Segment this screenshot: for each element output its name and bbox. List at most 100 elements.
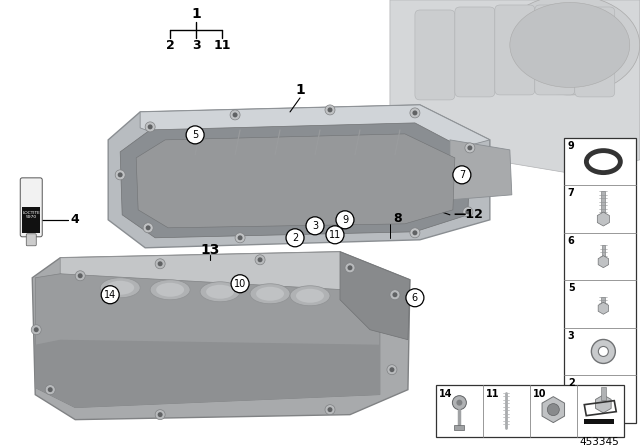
Bar [564,138,636,422]
Circle shape [328,407,333,412]
Circle shape [463,207,473,217]
Circle shape [306,217,324,235]
Text: 3: 3 [192,39,200,52]
Circle shape [76,271,85,281]
Text: 11: 11 [213,39,231,52]
Text: 9: 9 [342,215,348,225]
Circle shape [412,110,417,116]
Ellipse shape [200,282,240,302]
Circle shape [410,108,420,118]
Circle shape [143,223,153,233]
Text: 13: 13 [200,243,220,257]
Polygon shape [60,252,410,294]
Polygon shape [140,105,490,150]
Circle shape [235,233,245,243]
Circle shape [336,211,354,229]
Polygon shape [120,123,470,238]
Circle shape [406,289,424,307]
Ellipse shape [500,0,640,95]
Circle shape [326,226,344,244]
Bar [602,191,605,218]
Circle shape [591,340,615,363]
FancyBboxPatch shape [575,7,615,97]
Text: 5: 5 [568,283,575,293]
Bar [602,297,605,307]
Text: 1: 1 [295,83,305,97]
Circle shape [186,126,204,144]
Circle shape [412,230,417,235]
Polygon shape [32,252,410,420]
Circle shape [237,235,243,240]
Ellipse shape [206,285,234,299]
Circle shape [456,400,462,405]
Circle shape [465,209,470,214]
Text: 4: 4 [70,213,79,226]
Polygon shape [390,0,640,175]
Circle shape [77,273,83,278]
Text: 1: 1 [191,7,201,21]
Ellipse shape [296,289,324,303]
Bar [454,425,465,430]
Circle shape [34,327,39,332]
Ellipse shape [510,3,630,87]
Bar [601,387,606,401]
Text: 9: 9 [568,141,575,151]
Circle shape [145,122,155,132]
Circle shape [115,170,125,180]
Circle shape [325,405,335,415]
FancyBboxPatch shape [415,10,455,100]
Text: 3: 3 [312,221,318,231]
Circle shape [101,286,119,304]
Circle shape [157,261,163,266]
Circle shape [232,112,237,117]
Text: 7: 7 [568,188,575,198]
Text: 11: 11 [486,389,499,399]
Circle shape [45,385,55,395]
Text: 6: 6 [568,236,575,246]
Circle shape [155,409,165,420]
Circle shape [155,259,165,269]
Circle shape [387,365,397,375]
Circle shape [345,263,355,273]
Circle shape [453,166,471,184]
Text: 8: 8 [393,212,401,225]
Text: 453345: 453345 [580,437,620,447]
Text: 10: 10 [234,279,246,289]
Text: —12: —12 [453,208,483,221]
FancyBboxPatch shape [26,234,36,246]
Circle shape [328,108,333,112]
Circle shape [348,265,353,270]
Bar [22,207,40,233]
Circle shape [325,105,335,115]
Circle shape [467,146,472,151]
Bar [584,418,614,424]
Polygon shape [35,274,380,408]
Circle shape [231,275,249,293]
Text: 2: 2 [568,378,575,388]
Text: LOCTITE
5970: LOCTITE 5970 [22,211,40,219]
FancyBboxPatch shape [455,7,495,97]
Circle shape [230,110,240,120]
Circle shape [390,290,400,300]
Polygon shape [108,105,490,248]
Bar [602,245,605,261]
Circle shape [118,172,123,177]
Text: 2: 2 [166,39,175,52]
Circle shape [598,346,609,357]
Text: 3: 3 [568,331,575,341]
Circle shape [48,387,52,392]
Text: 2: 2 [292,233,298,243]
Text: 7: 7 [459,170,465,180]
Polygon shape [450,140,512,200]
FancyBboxPatch shape [495,5,535,95]
Text: 14: 14 [104,290,116,300]
Circle shape [410,228,420,238]
Ellipse shape [100,278,140,298]
Circle shape [465,143,475,153]
Text: 14: 14 [439,389,452,399]
Circle shape [547,404,559,416]
Circle shape [146,225,150,230]
Circle shape [390,367,394,372]
Text: 5: 5 [192,130,198,140]
Text: 10: 10 [533,389,547,399]
